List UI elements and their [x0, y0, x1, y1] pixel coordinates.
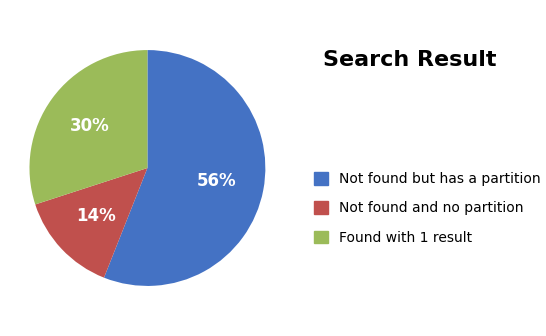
Text: 56%: 56% [197, 172, 237, 190]
Text: Search Result: Search Result [323, 50, 496, 71]
Wedge shape [35, 168, 147, 278]
Text: 30%: 30% [70, 117, 110, 135]
Text: 14%: 14% [76, 207, 116, 225]
Legend: Not found but has a partition, Not found and no partition, Found with 1 result: Not found but has a partition, Not found… [314, 172, 541, 245]
Wedge shape [104, 50, 265, 286]
Wedge shape [29, 50, 147, 204]
